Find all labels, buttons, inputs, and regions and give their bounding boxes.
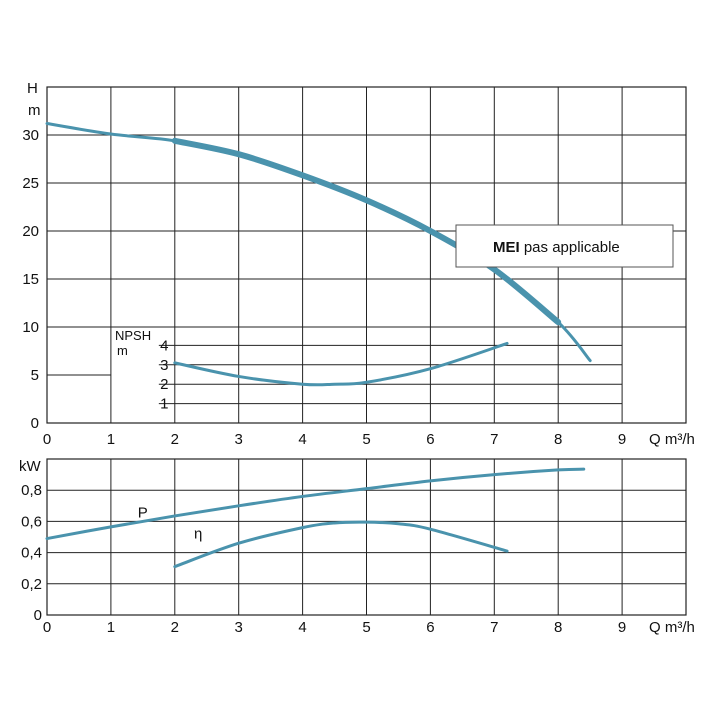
power-x-tick-label: 9: [618, 619, 626, 636]
power-axis-label: kW: [19, 458, 42, 475]
power-x-tick-label: 0: [43, 619, 51, 636]
npsh-axis-unit: m: [117, 343, 128, 358]
head-y-tick-label: 25: [22, 175, 39, 192]
x-axis-label-top: Q m³/h: [649, 431, 695, 448]
mei-bold: MEI: [493, 239, 520, 256]
power-curve: [45, 467, 586, 541]
power-x-tick-label: 4: [298, 619, 306, 636]
head-y-tick-label: 30: [22, 127, 39, 144]
head-y-tick-label: 20: [22, 223, 39, 240]
head-chart-grid: 0 5 10 15 20 25 30 0 1 2 3 4 5 6 7 8 9: [22, 86, 687, 448]
power-y-tick-label: 0,2: [21, 576, 42, 593]
head-axis-unit: m: [28, 102, 41, 119]
power-x-tick-label: 3: [235, 619, 243, 636]
head-axis-label: H: [27, 80, 38, 97]
head-x-tick-label: 9: [618, 431, 626, 448]
efficiency-curve: [173, 520, 509, 569]
labels-layer: Pη: [138, 505, 203, 543]
power-x-tick-label: 8: [554, 619, 562, 636]
head-y-tick-label: 15: [22, 271, 39, 288]
npsh-y-tick-label: 3: [160, 357, 168, 374]
power-y-tick-label: 0,4: [21, 545, 42, 562]
npsh-y-tick-label: 4: [160, 337, 168, 354]
power-y-tick-label: 0: [34, 607, 42, 624]
head-x-tick-label: 4: [298, 431, 306, 448]
head-y-tick-label: 0: [31, 415, 39, 432]
efficiency-series-label: η: [194, 526, 202, 543]
head-x-tick-label: 2: [171, 431, 179, 448]
head-curve-operating-band: [171, 137, 562, 326]
power-x-tick-label: 1: [107, 619, 115, 636]
head-x-tick-label: 7: [490, 431, 498, 448]
head-x-tick-label: 1: [107, 431, 115, 448]
head-x-tick-label: 5: [362, 431, 370, 448]
mei-annotation-box: [455, 224, 674, 268]
head-y-tick-label: 5: [31, 367, 39, 384]
head-x-tick-label: 8: [554, 431, 562, 448]
npsh-curve: [173, 341, 509, 387]
power-y-tick-label: 0,8: [21, 482, 42, 499]
head-x-tick-label: 0: [43, 431, 51, 448]
power-series-label: P: [138, 505, 148, 522]
npsh-axis-label: NPSH: [115, 328, 151, 343]
mei-rest: pas applicable: [520, 239, 620, 256]
power-chart-grid: 0 0,2 0,4 0,6 0,8 0 1 2 3 4 5 6 7 8 9: [21, 458, 687, 636]
head-x-tick-label: 3: [235, 431, 243, 448]
mei-annotation-text: MEI pas applicable: [493, 239, 620, 256]
npsh-chart-grid: 1 2 3 4: [158, 337, 623, 413]
power-x-tick-label: 2: [171, 619, 179, 636]
power-x-tick-label: 5: [362, 619, 370, 636]
head-y-tick-label: 10: [22, 319, 39, 336]
mei-annotation: MEI pas applicable: [455, 224, 674, 268]
npsh-y-tick-label: 1: [160, 396, 168, 413]
x-axis-label-bottom: Q m³/h: [649, 619, 695, 636]
power-x-tick-label: 6: [426, 619, 434, 636]
head-x-tick-label: 6: [426, 431, 434, 448]
power-y-tick-label: 0,6: [21, 513, 42, 530]
curves-layer: [45, 121, 592, 569]
npsh-y-tick-label: 2: [160, 376, 168, 393]
power-x-tick-label: 7: [490, 619, 498, 636]
